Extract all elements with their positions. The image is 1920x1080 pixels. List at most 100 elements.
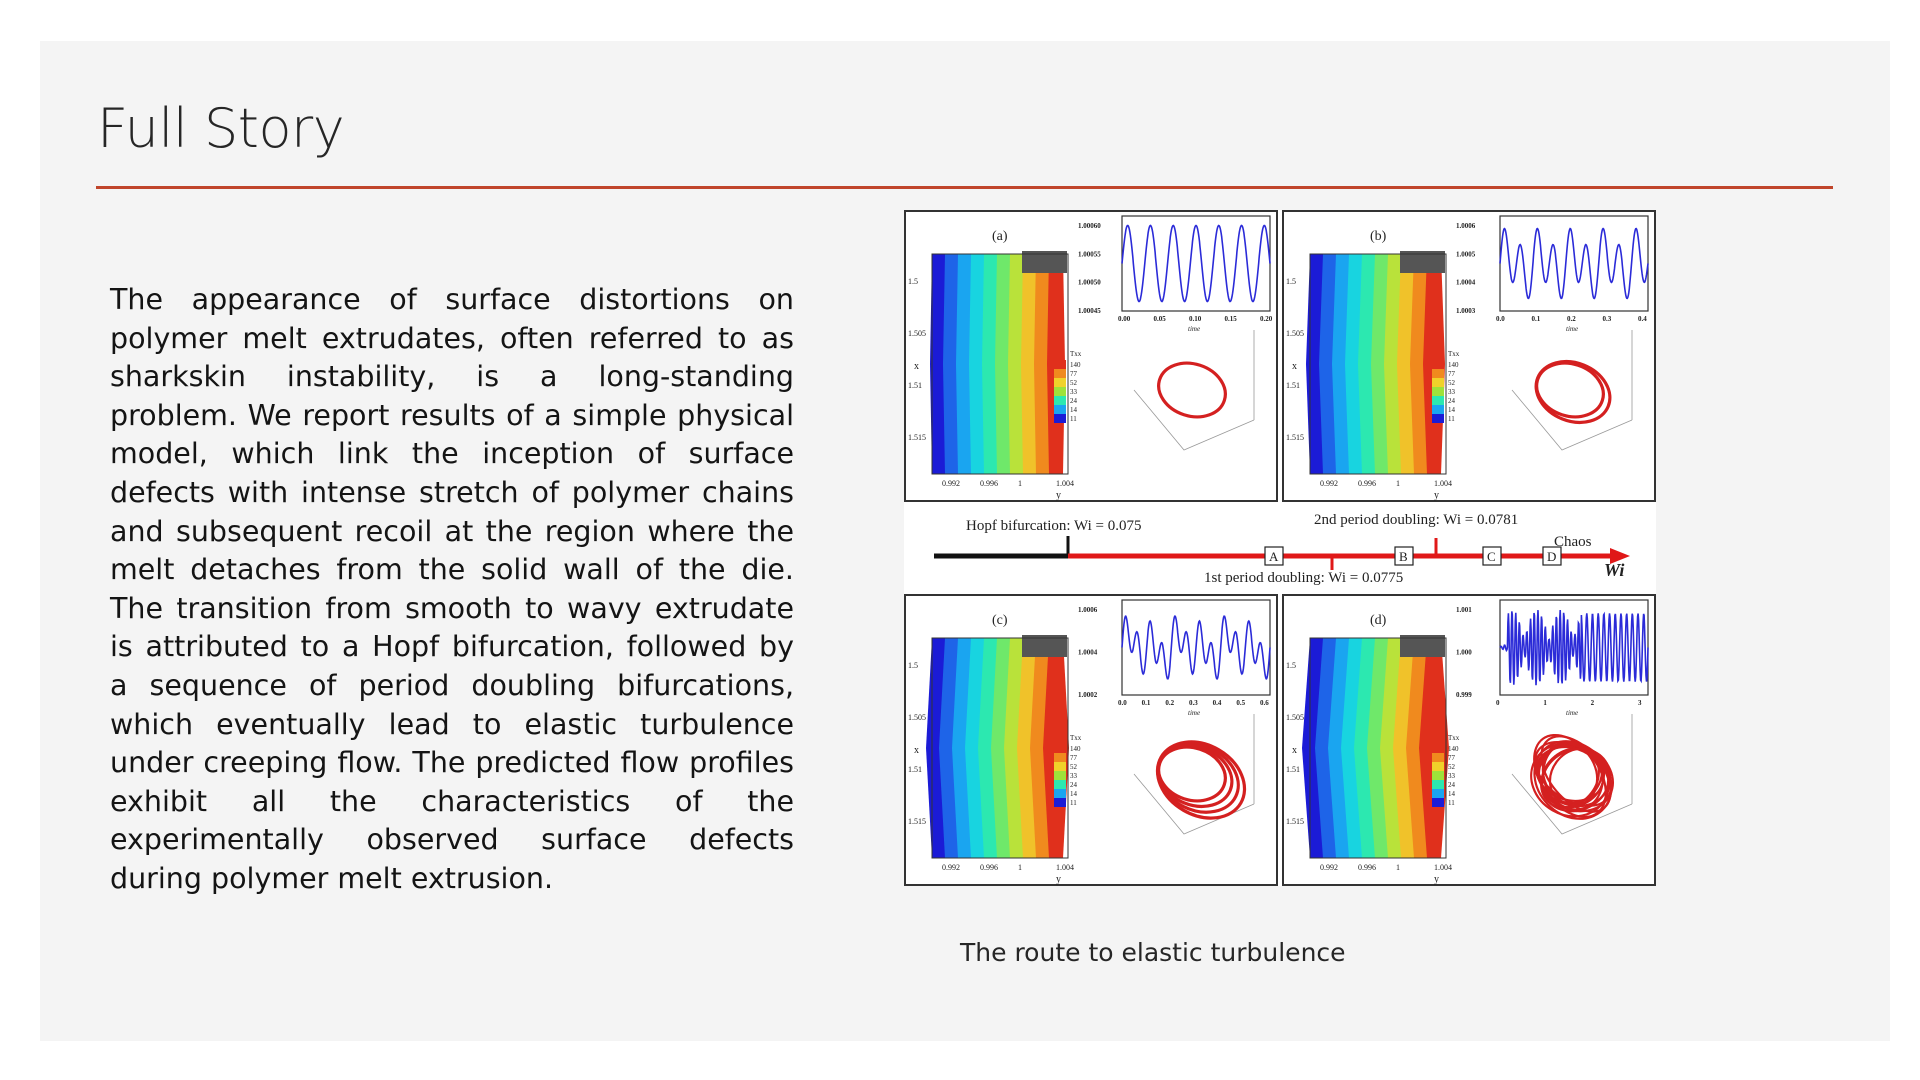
contour-y-tick: 1.5 <box>908 277 918 286</box>
contour-frame <box>931 637 1069 859</box>
bifurcation-background <box>904 502 1656 586</box>
legend-swatch <box>1432 369 1444 378</box>
timeseries-line <box>1121 224 1271 303</box>
legend-level: 14 <box>1070 406 1078 414</box>
contour-x-tick: 1.004 <box>1056 863 1074 872</box>
legend-swatch <box>1432 414 1444 423</box>
timeseries-x-tick: 0.3 <box>1189 699 1198 707</box>
die-wall <box>1022 251 1067 273</box>
timeseries-y-tick: 1.001 <box>1456 606 1472 614</box>
contour-y-tick: 1.51 <box>1286 381 1300 390</box>
legend-level: 24 <box>1070 397 1078 405</box>
contour-y-tick: 1.51 <box>1286 765 1300 774</box>
legend-swatch <box>1054 780 1066 789</box>
legend-level: 77 <box>1448 370 1456 378</box>
second-doubling-label: 2nd period doubling: Wi = 0.0781 <box>1314 512 1518 528</box>
die-wall <box>1022 635 1067 657</box>
legend-level: 140 <box>1448 745 1459 753</box>
timeseries-y-tick: 1.0004 <box>1078 649 1098 657</box>
wi-axis-label: Wi <box>1604 560 1624 580</box>
attractor-loop <box>1542 741 1604 811</box>
timeseries-x-tick: 0.05 <box>1154 315 1167 323</box>
timeseries-x-tick: 0.4 <box>1213 699 1222 707</box>
contour-x-tick: 0.992 <box>942 863 960 872</box>
bifurcation-marker <box>1542 546 1562 566</box>
contour-y-tick: 1.505 <box>908 713 926 722</box>
legend-level: 33 <box>1070 772 1078 780</box>
panel-label: (a) <box>992 229 1008 244</box>
contour-y-tick: 1.515 <box>1286 817 1304 826</box>
timeseries-x-label: time <box>1188 709 1200 717</box>
timeseries-x-tick: 0.2 <box>1567 315 1576 323</box>
contour-band <box>995 254 1013 474</box>
timeseries-x-tick: 0.20 <box>1260 315 1273 323</box>
legend-swatch <box>1432 789 1444 798</box>
contour-y-tick: 1.505 <box>1286 713 1304 722</box>
contour-y-tick: 1.515 <box>908 433 926 442</box>
timeseries-frame <box>1121 215 1271 312</box>
timeseries-line <box>1121 615 1271 680</box>
timeseries-x-tick: 0.2 <box>1165 699 1174 707</box>
timeseries-y-tick: 1.0006 <box>1456 222 1476 230</box>
figure-panel-3: (c) 1.5 1.505 1.51 1.515 0.992 0.996 1 1.004 x y Tx… <box>904 594 1278 886</box>
contour-frame <box>1309 253 1447 475</box>
contour-y-tick: 1.5 <box>908 661 918 670</box>
legend-swatch <box>1432 744 1444 753</box>
legend-swatch <box>1432 798 1444 807</box>
contour-band <box>956 254 974 474</box>
contour-y-tick: 1.51 <box>908 765 922 774</box>
bifurcation-marker-label: C <box>1487 549 1496 564</box>
legend-swatch <box>1054 369 1066 378</box>
attractor-axis <box>1511 773 1633 835</box>
contour-band <box>1008 254 1026 474</box>
timeseries-x-tick: 3 <box>1638 699 1642 707</box>
contour-y-tick: 1.515 <box>908 817 926 826</box>
contour-x-tick: 0.992 <box>942 479 960 488</box>
legend-level: 24 <box>1448 781 1456 789</box>
legend-swatch <box>1054 798 1066 807</box>
bifurcation-marker <box>1394 546 1414 566</box>
legend-swatch <box>1432 762 1444 771</box>
legend-level: 140 <box>1448 361 1459 369</box>
bifurcation-marker-label: B <box>1399 549 1408 564</box>
timeseries-y-tick: 1.0004 <box>1456 279 1476 287</box>
timeseries-line <box>1499 609 1649 686</box>
timeseries-x-label: time <box>1566 325 1578 333</box>
title-underline <box>96 186 1833 189</box>
legend-level: 33 <box>1448 772 1456 780</box>
legend-level: 11 <box>1448 799 1455 807</box>
legend-level: 24 <box>1448 397 1456 405</box>
legend-title: Txx <box>1070 734 1082 742</box>
contour-x-tick: 1.004 <box>1434 479 1452 488</box>
timeseries-x-label: time <box>1188 325 1200 333</box>
contour-band <box>1021 254 1039 474</box>
contour-axis-x-label: x <box>1292 745 1297 756</box>
timeseries-x-tick: 0 <box>1496 699 1500 707</box>
timeseries-x-tick: 0.1 <box>1532 315 1541 323</box>
contour-axis-y-label: y <box>1434 490 1439 501</box>
legend-level: 14 <box>1070 790 1078 798</box>
contour-x-tick: 0.996 <box>980 479 998 488</box>
route-figure-svg: (a) 1.5 1.505 1.51 1.515 0.992 0.996 1 1.004 x y Tx… <box>904 210 1656 886</box>
legend-level: 33 <box>1070 388 1078 396</box>
contour-y-tick: 1.51 <box>908 381 922 390</box>
contour-axis-x-label: x <box>1292 361 1297 372</box>
contour-y-tick: 1.5 <box>1286 277 1296 286</box>
timeseries-line <box>1499 227 1649 300</box>
legend-level: 52 <box>1448 379 1456 387</box>
legend-level: 140 <box>1070 361 1081 369</box>
timeseries-x-tick: 2 <box>1591 699 1595 707</box>
timeseries-x-label: time <box>1566 709 1578 717</box>
legend-swatch <box>1432 771 1444 780</box>
legend-swatch <box>1432 378 1444 387</box>
contour-x-tick: 1 <box>1018 479 1022 488</box>
figure-panel-4: (d) 1.5 1.505 1.51 1.515 0.992 0.996 1 1.004 x y Tx… <box>1282 594 1656 886</box>
contour-band <box>1034 254 1052 474</box>
timeseries-x-tick: 0.1 <box>1142 699 1151 707</box>
legend-level: 11 <box>1448 415 1455 423</box>
panel-label: (b) <box>1370 229 1387 244</box>
figure-panel-2: (b) 1.5 1.505 1.51 1.515 0.992 0.996 1 1.004 x y Tx… <box>1282 210 1656 502</box>
contour-x-tick: 1.004 <box>1056 479 1074 488</box>
timeseries-x-tick: 0.5 <box>1236 699 1245 707</box>
contour-x-tick: 0.996 <box>1358 863 1376 872</box>
